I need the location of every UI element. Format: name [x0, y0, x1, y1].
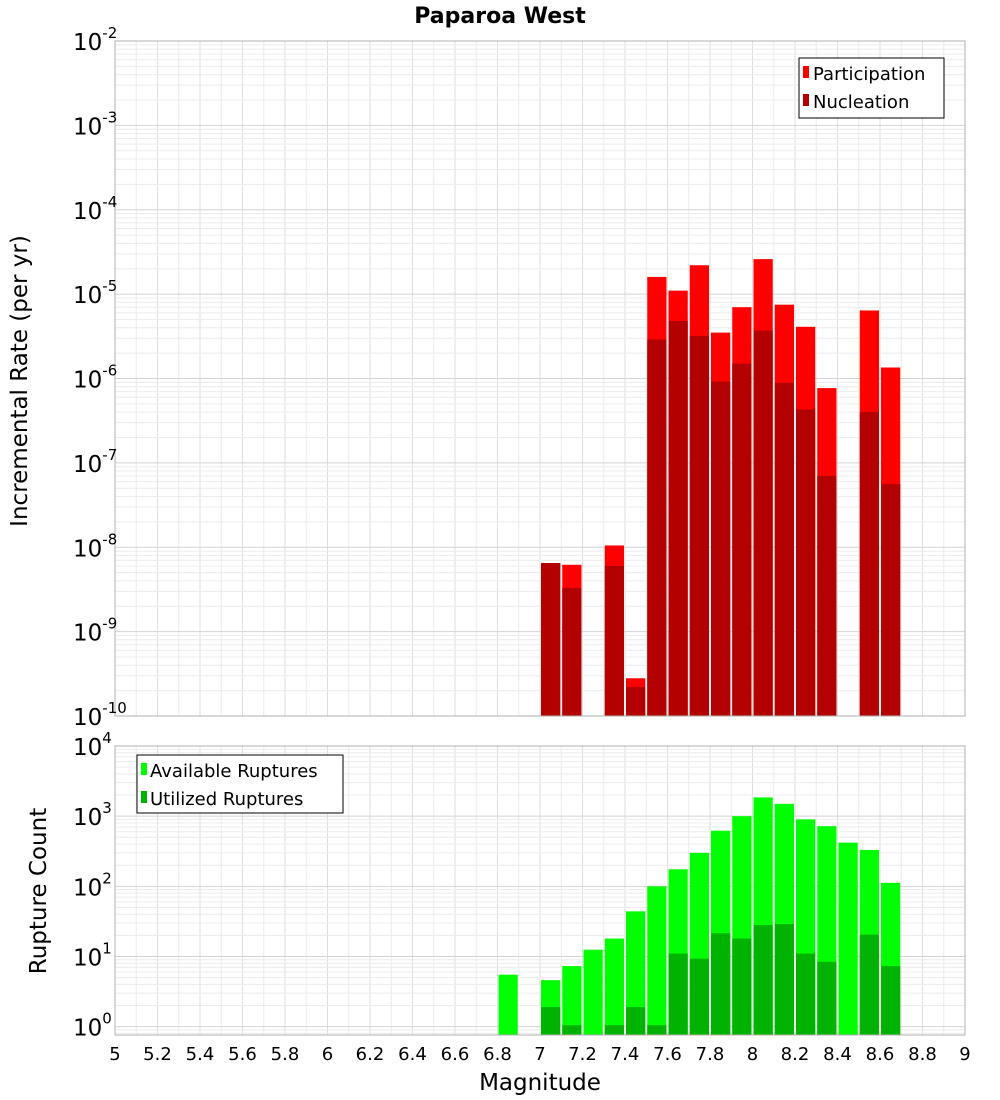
x-tick-label: 9 — [959, 1044, 970, 1065]
top-y-tick-label: 10-10 — [73, 699, 127, 731]
top-bar-nucleation — [626, 687, 646, 716]
top-bar-nucleation — [796, 409, 816, 716]
top-bar-nucleation — [711, 381, 731, 716]
top-y-tick-label: 10-4 — [73, 193, 117, 225]
bottom-bar-utilized-ruptures — [626, 1007, 646, 1035]
legend-swatch-nucleation — [803, 94, 809, 106]
bottom-plot-border — [114, 745, 966, 1036]
x-tick-label: 5.4 — [186, 1044, 215, 1065]
top-bar-nucleation — [859, 412, 879, 716]
bottom-bar-available-ruptures — [626, 911, 646, 1035]
bottom-bar-available-ruptures — [838, 842, 858, 1035]
top-y-tick-label: 10-5 — [73, 277, 117, 309]
bottom-bar-available-ruptures — [583, 949, 603, 1035]
top-bar-nucleation — [647, 339, 667, 716]
x-tick-label: 8.8 — [908, 1044, 937, 1065]
bottom-y-tick-label: 103 — [73, 799, 112, 831]
top-y-tick-label: 10-6 — [73, 362, 117, 394]
legend-swatch-participation — [803, 66, 809, 78]
x-tick-label: 5.2 — [143, 1044, 172, 1065]
bottom-bar-utilized-ruptures — [711, 933, 731, 1035]
top-legend: Participation Nucleation — [798, 57, 945, 119]
top-y-tick-label: 10-3 — [73, 108, 117, 140]
top-y-tick-label: 10-9 — [73, 615, 117, 647]
bottom-bar-utilized-ruptures — [881, 966, 901, 1035]
bottom-legend: Available Ruptures Utilized Ruptures — [136, 754, 344, 814]
legend-label-participation: Participation — [813, 64, 925, 85]
legend-swatch-available — [141, 763, 147, 775]
top-bar-nucleation — [732, 363, 752, 716]
bottom-bar-utilized-ruptures — [668, 953, 688, 1035]
x-tick-label: 7.2 — [568, 1044, 597, 1065]
bottom-y-tick-label: 104 — [73, 729, 112, 761]
top-y-tick-label: 10-2 — [73, 24, 117, 56]
bottom-bar-available-ruptures — [647, 886, 667, 1035]
bottom-bar-available-ruptures — [562, 966, 582, 1035]
top-legend-box — [798, 57, 945, 119]
top-bar-nucleation — [604, 565, 624, 716]
bottom-y-axis-label: Rupture Count — [26, 808, 52, 974]
x-axis-label: Magnitude — [479, 1070, 601, 1096]
bottom-y-tick-label: 102 — [73, 869, 112, 901]
top-y-tick-label: 10-7 — [73, 446, 117, 478]
bottom-bar-utilized-ruptures — [541, 1007, 561, 1035]
chart-title: Paparoa West — [414, 4, 586, 29]
x-tick-label: 5.6 — [228, 1044, 257, 1065]
top-y-axis-label: Incremental Rate (per yr) — [7, 235, 33, 527]
top-bar-nucleation — [689, 335, 709, 716]
bottom-bar-available-ruptures — [498, 974, 518, 1035]
x-tick-label: 6.2 — [356, 1044, 385, 1065]
bottom-bar-utilized-ruptures — [817, 961, 837, 1035]
legend-label-available: Available Ruptures — [150, 761, 318, 782]
x-tick-label: 7.6 — [653, 1044, 682, 1065]
x-tick-label: 6.6 — [441, 1044, 470, 1065]
legend-label-nucleation: Nucleation — [813, 92, 909, 113]
bottom-bar-utilized-ruptures — [562, 1025, 582, 1035]
bottom-bar-utilized-ruptures — [753, 925, 773, 1035]
bottom-bar-utilized-ruptures — [859, 934, 879, 1035]
x-tick-label: 8.4 — [823, 1044, 852, 1065]
x-tick-label: 6.8 — [483, 1044, 512, 1065]
top-plot-border — [114, 40, 966, 717]
bottom-legend-box — [136, 754, 344, 814]
top-y-tick-label: 10-8 — [73, 530, 117, 562]
x-tick-label: 6.4 — [398, 1044, 427, 1065]
x-tick-label: 8 — [747, 1044, 758, 1065]
x-tick-label: 8.2 — [781, 1044, 810, 1065]
bottom-y-tick-label: 101 — [73, 939, 112, 971]
top-bar-nucleation — [668, 321, 688, 716]
bottom-bar-utilized-ruptures — [647, 1025, 667, 1035]
x-tick-label: 7 — [534, 1044, 545, 1065]
x-tick-label: 8.6 — [866, 1044, 895, 1065]
bottom-bar-utilized-ruptures — [774, 924, 794, 1035]
x-tick-label: 7.8 — [696, 1044, 725, 1065]
x-tick-label: 5.8 — [271, 1044, 300, 1065]
bottom-bar-utilized-ruptures — [604, 1025, 624, 1035]
bottom-bar-utilized-ruptures — [796, 953, 816, 1035]
x-tick-label: 6 — [322, 1044, 333, 1065]
top-bar-nucleation — [774, 382, 794, 716]
x-tick-label: 5 — [109, 1044, 120, 1065]
top-bar-nucleation — [753, 330, 773, 716]
bottom-bar-available-ruptures — [604, 938, 624, 1035]
legend-label-utilized: Utilized Ruptures — [150, 789, 303, 810]
bottom-bar-utilized-ruptures — [732, 938, 752, 1035]
bottom-bar-utilized-ruptures — [689, 958, 709, 1035]
bottom-y-tick-label: 100 — [73, 1010, 112, 1042]
top-plot: 10-2 10-3 10-4 10-5 10-6 10-7 10-8 10-9 10-10 — [73, 24, 966, 731]
top-bar-nucleation — [562, 587, 582, 716]
top-bar-nucleation — [881, 484, 901, 716]
x-tick-label: 7.4 — [611, 1044, 640, 1065]
top-bar-nucleation — [541, 563, 561, 716]
legend-swatch-utilized — [141, 791, 147, 803]
top-bar-nucleation — [817, 475, 837, 716]
